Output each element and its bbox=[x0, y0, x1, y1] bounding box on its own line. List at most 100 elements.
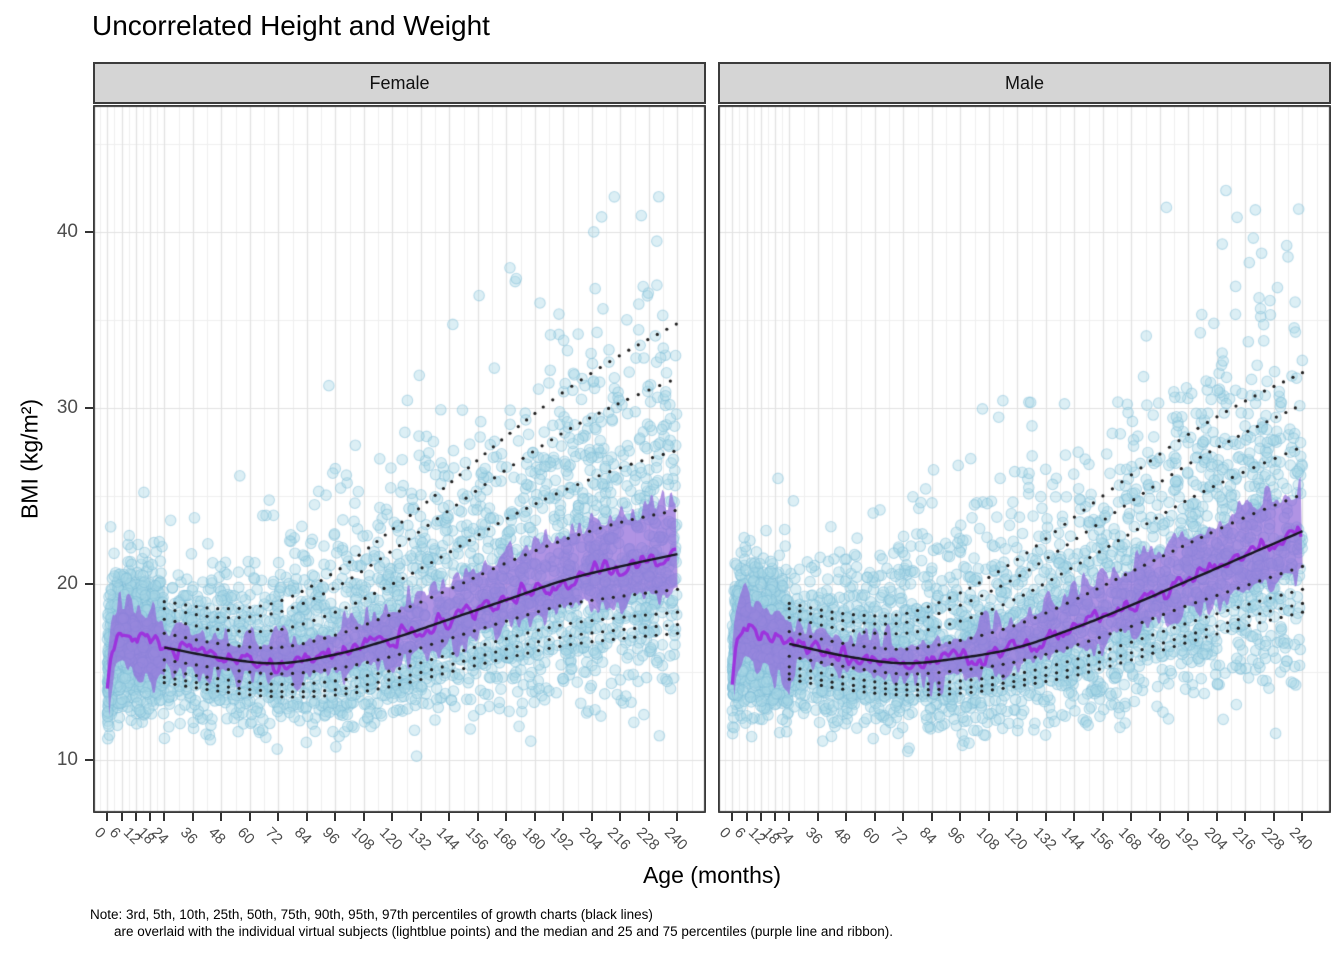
x-tick-mark bbox=[476, 813, 479, 821]
x-tick-mark bbox=[1158, 813, 1161, 821]
x-tick-mark bbox=[1187, 813, 1190, 821]
facet-strip-male-label: Male bbox=[1004, 72, 1044, 93]
x-tick-label: 240 bbox=[661, 824, 692, 854]
x-tick-label: 6 bbox=[105, 824, 124, 842]
x-tick-mark bbox=[987, 813, 990, 821]
x-tick-mark bbox=[562, 813, 565, 821]
chart-title: Uncorrelated Height and Weight bbox=[92, 10, 490, 41]
x-tick-mark bbox=[774, 813, 777, 821]
x-tick-label: 6 bbox=[730, 824, 749, 842]
x-tick-mark bbox=[149, 813, 152, 821]
x-tick-mark bbox=[1101, 813, 1104, 821]
x-tick-mark bbox=[845, 813, 848, 821]
x-tick-mark bbox=[1130, 813, 1133, 821]
x-tick-label: 132 bbox=[404, 824, 435, 854]
x-tick-label: 216 bbox=[604, 824, 635, 854]
x-tick-label: 0 bbox=[91, 824, 110, 842]
x-tick-mark bbox=[731, 813, 734, 821]
x-tick-label: 24 bbox=[773, 824, 798, 848]
x-tick-mark bbox=[277, 813, 280, 821]
x-tick-mark bbox=[1272, 813, 1275, 821]
x-tick-label: 168 bbox=[490, 824, 521, 854]
x-tick-mark bbox=[248, 813, 251, 821]
x-tick-label: 168 bbox=[1115, 824, 1146, 854]
facet-strip-male: Male bbox=[718, 62, 1331, 104]
x-tick-label: 192 bbox=[1172, 824, 1203, 854]
x-tick-label: 204 bbox=[1200, 824, 1231, 854]
x-tick-label: 216 bbox=[1229, 824, 1260, 854]
x-tick-label: 84 bbox=[290, 824, 315, 848]
x-tick-label: 120 bbox=[1001, 824, 1032, 854]
y-axis-title: BMI (kg/m²) bbox=[16, 398, 43, 520]
x-tick-label: 60 bbox=[858, 824, 883, 848]
x-tick-label: 48 bbox=[830, 824, 855, 848]
x-tick-mark bbox=[120, 813, 123, 821]
y-tick-mark bbox=[85, 583, 93, 586]
x-tick-mark bbox=[448, 813, 451, 821]
x-tick-mark bbox=[590, 813, 593, 821]
x-tick-label: 156 bbox=[1086, 824, 1117, 854]
y-tick-label: 30 bbox=[56, 396, 78, 418]
x-tick-label: 156 bbox=[461, 824, 492, 854]
note-line-2: are overlaid with the individual virtual… bbox=[114, 924, 893, 939]
x-tick-label: 192 bbox=[547, 824, 578, 854]
x-tick-mark bbox=[1215, 813, 1218, 821]
x-tick-label: 180 bbox=[1143, 824, 1174, 854]
x-tick-label: 96 bbox=[944, 824, 969, 848]
x-axis-title: Age (months) bbox=[642, 862, 782, 888]
x-tick-mark bbox=[788, 813, 791, 821]
x-tick-label: 60 bbox=[233, 824, 258, 848]
x-tick-label: 228 bbox=[632, 824, 663, 854]
x-tick-label: 180 bbox=[518, 824, 549, 854]
y-tick-label: 40 bbox=[56, 220, 78, 242]
x-tick-mark bbox=[676, 813, 679, 821]
x-tick-label: 228 bbox=[1257, 824, 1288, 854]
x-tick-label: 120 bbox=[376, 824, 407, 854]
x-tick-mark bbox=[163, 813, 166, 821]
x-tick-mark bbox=[134, 813, 137, 821]
x-tick-mark bbox=[505, 813, 508, 821]
facet-strip-female-label: Female bbox=[369, 72, 430, 93]
x-tick-label: 72 bbox=[887, 824, 912, 848]
x-tick-mark bbox=[334, 813, 337, 821]
x-tick-label: 0 bbox=[716, 824, 735, 842]
x-tick-label: 144 bbox=[1058, 824, 1089, 854]
note-text: Note: 3rd, 5th, 10th, 25th, 50th, 75th, … bbox=[90, 906, 893, 940]
y-tick-mark bbox=[85, 406, 93, 409]
x-tick-label: 204 bbox=[575, 824, 606, 854]
x-tick-label: 108 bbox=[972, 824, 1003, 854]
plot-panel-male bbox=[718, 105, 1331, 813]
x-tick-label: 48 bbox=[205, 824, 230, 848]
x-tick-mark bbox=[305, 813, 308, 821]
x-tick-mark bbox=[106, 813, 109, 821]
x-tick-mark bbox=[419, 813, 422, 821]
facet-strip-female: Female bbox=[93, 62, 706, 104]
x-tick-label: 108 bbox=[347, 824, 378, 854]
x-tick-mark bbox=[1044, 813, 1047, 821]
x-tick-mark bbox=[1244, 813, 1247, 821]
x-tick-mark bbox=[362, 813, 365, 821]
x-tick-label: 24 bbox=[148, 824, 173, 848]
plot-panel-female bbox=[93, 105, 706, 813]
x-tick-label: 240 bbox=[1286, 824, 1317, 854]
x-tick-mark bbox=[191, 813, 194, 821]
x-tick-mark bbox=[930, 813, 933, 821]
x-tick-mark bbox=[759, 813, 762, 821]
x-tick-mark bbox=[816, 813, 819, 821]
x-tick-label: 36 bbox=[176, 824, 201, 848]
x-tick-mark bbox=[1073, 813, 1076, 821]
x-tick-mark bbox=[1301, 813, 1304, 821]
x-tick-mark bbox=[220, 813, 223, 821]
x-tick-mark bbox=[619, 813, 622, 821]
x-tick-label: 132 bbox=[1029, 824, 1060, 854]
x-tick-mark bbox=[1016, 813, 1019, 821]
x-tick-label: 96 bbox=[319, 824, 344, 848]
x-tick-label: 36 bbox=[801, 824, 826, 848]
x-tick-mark bbox=[647, 813, 650, 821]
x-tick-mark bbox=[902, 813, 905, 821]
y-tick-label: 20 bbox=[56, 573, 78, 595]
x-tick-mark bbox=[873, 813, 876, 821]
x-tick-mark bbox=[959, 813, 962, 821]
y-tick-mark bbox=[85, 759, 93, 762]
